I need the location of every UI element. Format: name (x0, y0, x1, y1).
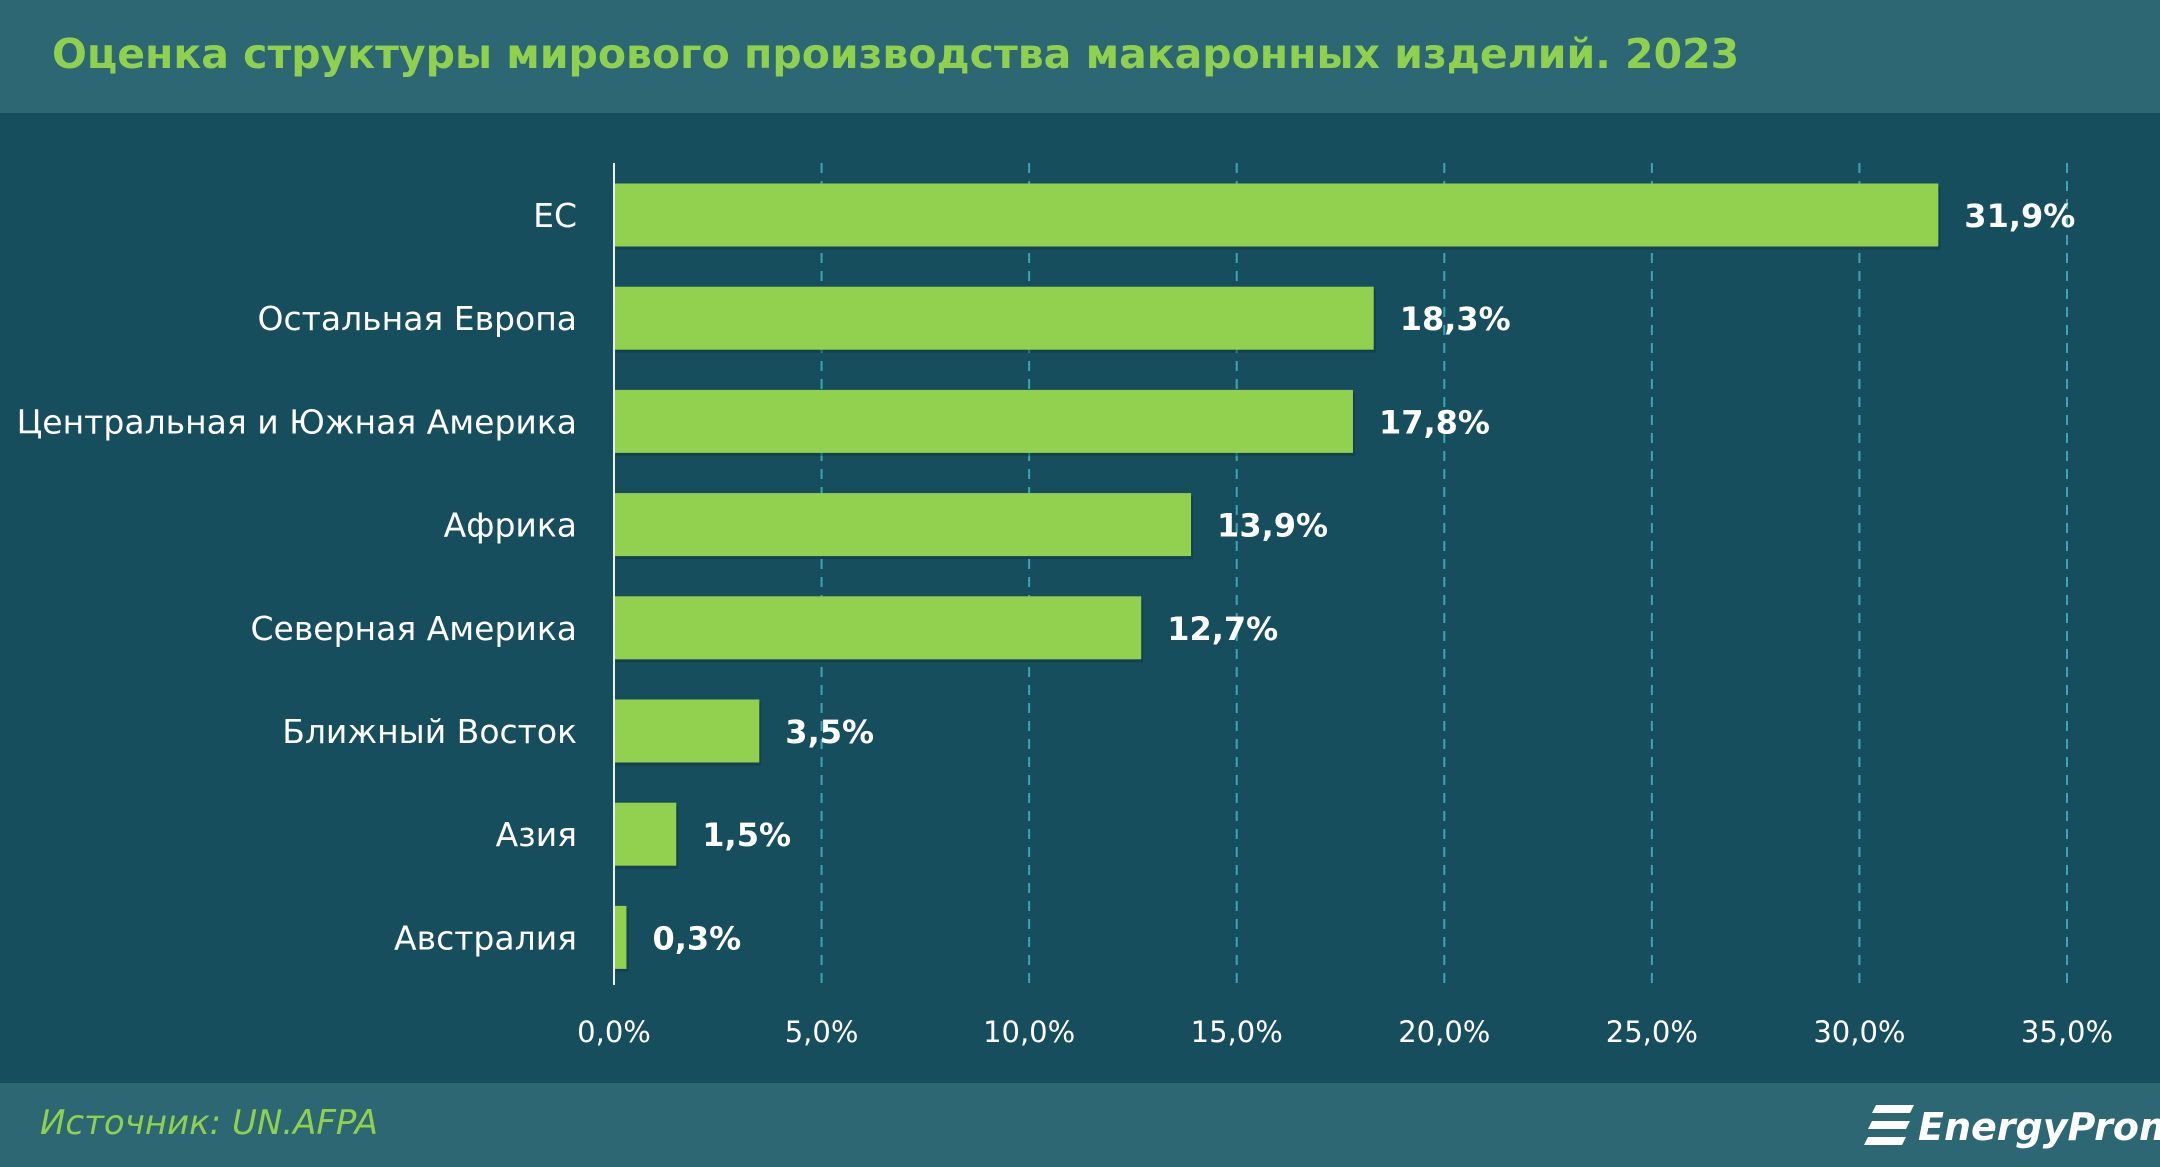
x-tick-label: 25,0% (1606, 1015, 1698, 1049)
value-label: 0,3% (652, 919, 741, 957)
category-label: Африка (444, 506, 577, 545)
value-label: 18,3% (1400, 300, 1511, 338)
energyprom-logo-mark-icon (1864, 1105, 1914, 1145)
category-label: Ближный Восток (282, 712, 577, 751)
value-label: 31,9% (1964, 197, 2075, 235)
x-tick-label: 5,0% (785, 1015, 859, 1049)
value-label: 13,9% (1217, 507, 1328, 545)
energyprom-logo: EnergyProm (1862, 1097, 2160, 1155)
bars (614, 183, 1941, 972)
chart-footer: Источник: UN.AFPA EnergyProm (0, 1083, 2160, 1167)
category-label: Центральная и Южная Америка (17, 402, 577, 441)
value-label: 17,8% (1379, 403, 1490, 441)
source-note: Источник: UN.AFPA (40, 1103, 378, 1143)
category-label: Остальная Европа (258, 299, 577, 338)
x-tick-label: 15,0% (1191, 1015, 1283, 1049)
value-label: 1,5% (702, 816, 791, 854)
category-label: ЕС (533, 196, 577, 235)
gridlines (820, 163, 2068, 985)
x-tick-label: 30,0% (1813, 1015, 1905, 1049)
bar (614, 286, 1374, 350)
category-label: Азия (496, 815, 577, 854)
bar (614, 596, 1142, 660)
bar (614, 802, 677, 866)
category-label: Австралия (394, 918, 577, 957)
brand-name: EnergyProm (1918, 1105, 2160, 1149)
x-tick-label: 20,0% (1398, 1015, 1490, 1049)
category-labels: ЕС Остальная Европа Центральная и Южная Ам… (17, 196, 577, 957)
x-tick-label: 35,0% (2021, 1015, 2113, 1049)
chart-header: Оценка структуры мирового производства м… (0, 0, 2160, 113)
bar (614, 699, 760, 763)
bar (614, 905, 627, 969)
value-label: 3,5% (785, 713, 874, 751)
bar (614, 389, 1353, 453)
value-labels: 31,9% 18,3% 17,8% 13,9% 12,7% 3,5% 1,5% 0,3% (652, 197, 2075, 957)
chart-title: Оценка структуры мирового производства м… (52, 30, 1740, 78)
bar-chart: ЕС Остальная Европа Центральная и Южная Ам… (17, 163, 2113, 1049)
bar (614, 183, 1939, 247)
value-label: 12,7% (1167, 610, 1278, 648)
category-label: Северная Америка (250, 609, 577, 648)
x-tick-labels: 0,0% 5,0% 10,0% 15,0% 20,0% 25,0% 30,0% 35,0% (577, 1015, 2113, 1049)
x-tick-label: 10,0% (983, 1015, 1075, 1049)
x-tick-label: 0,0% (577, 1015, 651, 1049)
bar (614, 493, 1192, 557)
